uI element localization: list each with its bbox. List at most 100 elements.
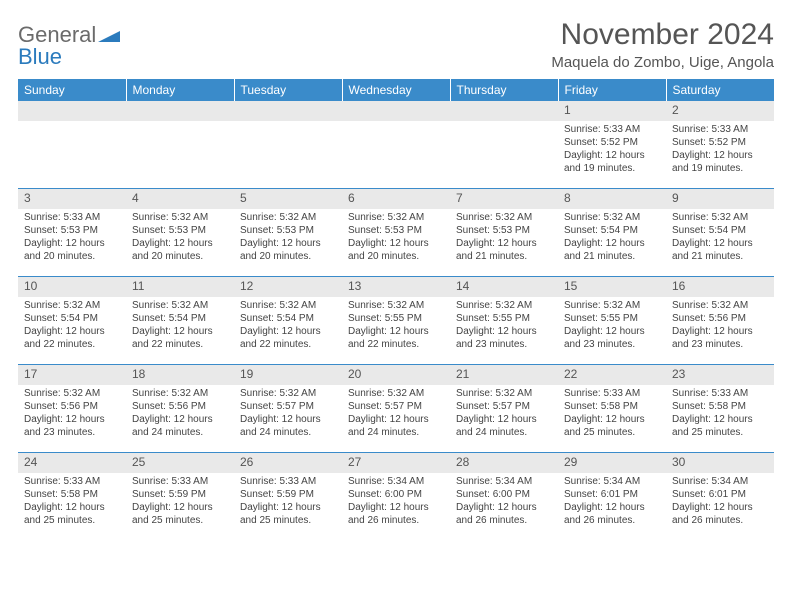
day-number [18,101,126,121]
day1-text: Daylight: 12 hours [456,501,552,514]
day-number: 29 [558,453,666,473]
detail-row: Sunrise: 5:32 AMSunset: 5:54 PMDaylight:… [18,297,774,365]
sunrise-text: Sunrise: 5:32 AM [240,299,336,312]
day-header: Monday [126,79,234,101]
sunrise-text: Sunrise: 5:34 AM [456,475,552,488]
day1-text: Daylight: 12 hours [240,325,336,338]
day-number: 10 [18,277,126,297]
day1-text: Daylight: 12 hours [456,325,552,338]
sunrise-text: Sunrise: 5:32 AM [240,387,336,400]
sunrise-text: Sunrise: 5:33 AM [132,475,228,488]
day-cell: Sunrise: 5:33 AMSunset: 5:53 PMDaylight:… [18,209,126,277]
sunrise-text: Sunrise: 5:32 AM [348,387,444,400]
sunrise-text: Sunrise: 5:32 AM [456,299,552,312]
day2-text: and 23 minutes. [564,338,660,351]
sunset-text: Sunset: 5:57 PM [240,400,336,413]
day-number: 20 [342,365,450,385]
sunset-text: Sunset: 5:53 PM [348,224,444,237]
day2-text: and 19 minutes. [672,162,768,175]
sunrise-text: Sunrise: 5:32 AM [132,387,228,400]
day-cell: Sunrise: 5:32 AMSunset: 5:55 PMDaylight:… [558,297,666,365]
day2-text: and 25 minutes. [564,426,660,439]
day-cell: Sunrise: 5:33 AMSunset: 5:58 PMDaylight:… [558,385,666,453]
day-number [342,101,450,121]
sunset-text: Sunset: 5:54 PM [672,224,768,237]
day-cell: Sunrise: 5:34 AMSunset: 6:01 PMDaylight:… [558,473,666,541]
day1-text: Daylight: 12 hours [456,237,552,250]
day2-text: and 26 minutes. [456,514,552,527]
sunset-text: Sunset: 5:59 PM [240,488,336,501]
sunrise-text: Sunrise: 5:32 AM [564,299,660,312]
day-cell: Sunrise: 5:32 AMSunset: 5:54 PMDaylight:… [234,297,342,365]
day-cell [450,121,558,189]
day1-text: Daylight: 12 hours [348,501,444,514]
day2-text: and 24 minutes. [132,426,228,439]
day1-text: Daylight: 12 hours [672,325,768,338]
day1-text: Daylight: 12 hours [348,413,444,426]
day-cell: Sunrise: 5:32 AMSunset: 5:57 PMDaylight:… [342,385,450,453]
sunset-text: Sunset: 5:56 PM [24,400,120,413]
day-cell: Sunrise: 5:32 AMSunset: 5:54 PMDaylight:… [126,297,234,365]
day-cell: Sunrise: 5:33 AMSunset: 5:52 PMDaylight:… [558,121,666,189]
day2-text: and 20 minutes. [24,250,120,263]
logo-text: General Blue [18,24,120,68]
sunset-text: Sunset: 6:00 PM [456,488,552,501]
day1-text: Daylight: 12 hours [564,413,660,426]
sunset-text: Sunset: 5:53 PM [456,224,552,237]
day1-text: Daylight: 12 hours [672,237,768,250]
day1-text: Daylight: 12 hours [24,501,120,514]
day-number: 8 [558,189,666,209]
sunrise-text: Sunrise: 5:32 AM [564,211,660,224]
day2-text: and 26 minutes. [348,514,444,527]
day2-text: and 22 minutes. [132,338,228,351]
day1-text: Daylight: 12 hours [672,501,768,514]
logo-triangle-icon [98,24,120,46]
day1-text: Daylight: 12 hours [24,237,120,250]
day1-text: Daylight: 12 hours [456,413,552,426]
sunrise-text: Sunrise: 5:34 AM [672,475,768,488]
day-cell: Sunrise: 5:33 AMSunset: 5:59 PMDaylight:… [234,473,342,541]
sunset-text: Sunset: 6:01 PM [672,488,768,501]
sunset-text: Sunset: 5:58 PM [672,400,768,413]
title-block: November 2024 Maquela do Zombo, Uige, An… [551,18,774,71]
sunrise-text: Sunrise: 5:32 AM [672,299,768,312]
day-cell: Sunrise: 5:34 AMSunset: 6:00 PMDaylight:… [342,473,450,541]
day-number: 4 [126,189,234,209]
day-header: Wednesday [342,79,450,101]
daynum-row: 17181920212223 [18,365,774,385]
day-number: 15 [558,277,666,297]
sunrise-text: Sunrise: 5:32 AM [24,299,120,312]
day-cell: Sunrise: 5:32 AMSunset: 5:53 PMDaylight:… [342,209,450,277]
sunrise-text: Sunrise: 5:32 AM [456,211,552,224]
sunset-text: Sunset: 5:53 PM [132,224,228,237]
day-number [234,101,342,121]
day-number: 7 [450,189,558,209]
sunrise-text: Sunrise: 5:33 AM [672,387,768,400]
day-number: 28 [450,453,558,473]
sunset-text: Sunset: 5:52 PM [564,136,660,149]
day-cell: Sunrise: 5:33 AMSunset: 5:59 PMDaylight:… [126,473,234,541]
sunrise-text: Sunrise: 5:32 AM [132,299,228,312]
day-cell: Sunrise: 5:32 AMSunset: 5:53 PMDaylight:… [450,209,558,277]
sunset-text: Sunset: 5:57 PM [348,400,444,413]
day-number: 13 [342,277,450,297]
day2-text: and 24 minutes. [240,426,336,439]
daynum-row: 12 [18,101,774,121]
day1-text: Daylight: 12 hours [132,413,228,426]
day2-text: and 21 minutes. [672,250,768,263]
day-number: 11 [126,277,234,297]
day-number: 14 [450,277,558,297]
day1-text: Daylight: 12 hours [672,149,768,162]
day-cell: Sunrise: 5:32 AMSunset: 5:56 PMDaylight:… [126,385,234,453]
month-title: November 2024 [551,18,774,52]
header: General Blue November 2024 Maquela do Zo… [18,18,774,71]
day2-text: and 22 minutes. [348,338,444,351]
day-number: 16 [666,277,774,297]
day2-text: and 19 minutes. [564,162,660,175]
day1-text: Daylight: 12 hours [672,413,768,426]
logo-text-block: General Blue [18,24,120,68]
sunrise-text: Sunrise: 5:32 AM [240,211,336,224]
day-number: 26 [234,453,342,473]
day-number: 2 [666,101,774,121]
day1-text: Daylight: 12 hours [564,501,660,514]
